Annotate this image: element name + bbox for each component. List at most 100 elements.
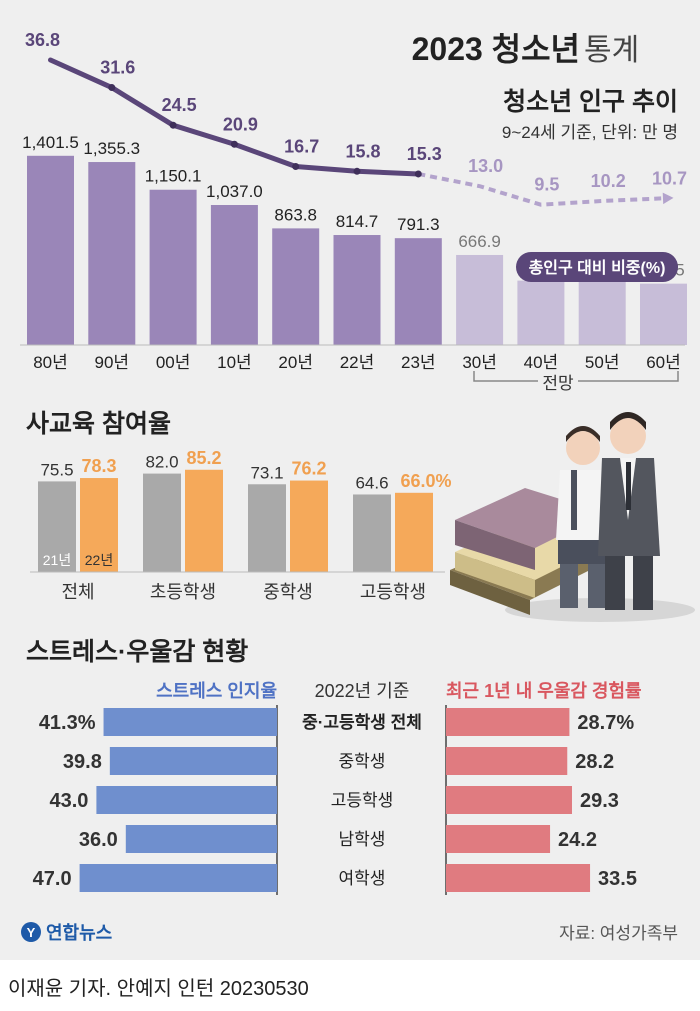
ratio-point xyxy=(292,163,300,171)
population-x-tick: 22년 xyxy=(340,353,375,372)
population-x-tick: 30년 xyxy=(462,353,497,372)
edu-value-21: 73.1 xyxy=(250,463,283,482)
yonhap-logo-icon xyxy=(21,922,41,942)
source-text: 자료: 여성가족부 xyxy=(559,924,678,943)
population-value-label: 1,037.0 xyxy=(206,182,263,201)
stress-category-label: 남학생 xyxy=(339,830,386,849)
ratio-point xyxy=(414,170,422,178)
edu-x-tick: 전체 xyxy=(61,582,94,602)
edu-value-22: 76.2 xyxy=(291,459,326,479)
ratio-legend-label: 총인구 대비 비중(%) xyxy=(529,259,666,277)
population-value-label: 1,150.1 xyxy=(145,167,202,186)
ratio-legend-pill xyxy=(516,252,678,282)
population-x-tick: 90년 xyxy=(95,353,130,372)
edu-bar-21 xyxy=(353,494,391,572)
students-books-illustration xyxy=(450,412,695,622)
population-value-label: 1,355.3 xyxy=(83,139,140,158)
edu-series-label-21: 21년 xyxy=(43,552,71,568)
population-value-label: 1,401.5 xyxy=(22,133,79,152)
stress-value-label: 41.3% xyxy=(39,712,96,734)
yonhap-logo-text: 연합뉴스 xyxy=(46,922,112,943)
depression-value-label: 33.5 xyxy=(598,868,637,890)
edu-value-21: 75.5 xyxy=(40,460,73,479)
population-x-tick: 80년 xyxy=(33,353,68,372)
title-sub: 통계 xyxy=(584,34,639,67)
stress-value-label: 36.0 xyxy=(79,829,118,851)
ratio-value-label: 36.8 xyxy=(25,30,60,50)
svg-text:Y: Y xyxy=(27,925,36,940)
population-bar xyxy=(272,228,320,345)
ratio-value-label: 16.7 xyxy=(284,137,319,157)
population-bar xyxy=(149,189,197,345)
stress-category-label: 중·고등학생 전체 xyxy=(302,713,422,732)
edu-value-21: 82.0 xyxy=(145,453,178,472)
edu-value-22: 78.3 xyxy=(81,456,116,476)
stress-bar xyxy=(103,708,277,736)
ratio-legend: 총인구 대비 비중(%) xyxy=(516,252,678,282)
stress-value-label: 47.0 xyxy=(33,868,72,890)
population-value-label: 863.8 xyxy=(274,205,317,224)
ratio-value-label: 20.9 xyxy=(223,114,258,134)
population-value-label: 666.9 xyxy=(458,232,501,251)
population-bar xyxy=(517,280,565,345)
depression-value-label: 28.2 xyxy=(575,751,614,773)
ratio-value-label: 13.0 xyxy=(468,156,503,176)
stress-category-label: 여학생 xyxy=(339,869,386,888)
population-note: 9~24세 기준, 단위: 만 명 xyxy=(502,123,678,142)
population-bar xyxy=(640,283,687,345)
stress-bar xyxy=(96,786,278,814)
stress-bar xyxy=(109,747,277,775)
edu-x-tick: 초등학생 xyxy=(150,582,216,602)
stress-category-label: 고등학생 xyxy=(331,791,394,810)
population-x-tick: 10년 xyxy=(217,353,252,372)
population-value-label: 814.7 xyxy=(336,212,379,231)
edu-x-tick: 중학생 xyxy=(263,582,313,602)
stress-bar xyxy=(79,864,277,892)
ratio-value-label: 10.2 xyxy=(591,171,626,191)
ratio-line-forecast xyxy=(417,171,664,207)
stress-category-label: 중학생 xyxy=(339,752,386,771)
population-x-tick: 40년 xyxy=(524,353,559,372)
ratio-point xyxy=(108,84,116,92)
depression-bar xyxy=(446,825,551,853)
yonhap-logo: Y 연합뉴스 xyxy=(21,922,112,943)
ratio-value-label: 9.5 xyxy=(534,175,559,195)
depression-value-label: 28.7% xyxy=(577,712,634,734)
title-main: 2023 청소년 xyxy=(412,31,580,67)
infographic-canvas: 2023 청소년 통계 청소년 인구 추이 9~24세 기준, 단위: 만 명 … xyxy=(0,0,700,960)
stress-left-header: 스트레스 인지율 xyxy=(156,681,277,701)
population-x-tick: 23년 xyxy=(401,353,436,372)
depression-bar xyxy=(446,747,568,775)
population-bar xyxy=(88,162,136,345)
population-x-tick: 60년 xyxy=(646,353,681,372)
edu-x-tick: 고등학생 xyxy=(360,582,426,602)
stress-chart: 41.3% 28.7% 중·고등학생 전체 39.8 28.2 중학생 43.0 29.3 고등… xyxy=(33,705,637,895)
ratio-value-label: 24.5 xyxy=(162,95,197,115)
edu-bar-21 xyxy=(38,481,76,572)
population-bar xyxy=(210,205,258,345)
ratio-point xyxy=(230,140,238,148)
edu-value-21: 64.6 xyxy=(355,473,388,492)
ratio-point xyxy=(353,167,361,175)
edu-bar-22 xyxy=(80,478,118,572)
private-edu-chart: 75.5 78.3 전체 82.0 85.2 초등학생 73.1 76.2 중학생 64.6 66.… xyxy=(30,448,452,602)
ratio-value-label: 15.3 xyxy=(407,144,442,164)
edu-bar-22 xyxy=(395,492,433,572)
population-bar xyxy=(578,279,626,345)
ratio-value-label: 31.6 xyxy=(100,58,135,78)
population-bar xyxy=(333,235,381,345)
edu-value-22: 66.0% xyxy=(400,471,451,491)
population-bar xyxy=(456,254,504,345)
population-bar xyxy=(394,238,442,345)
population-x-tick: 50년 xyxy=(585,353,620,372)
edu-bar-21 xyxy=(143,473,181,572)
population-value-label: 791.3 xyxy=(397,215,440,234)
ratio-value-label: 10.7 xyxy=(652,168,687,188)
ratio-line-arrowhead xyxy=(662,192,674,205)
edu-bar-21 xyxy=(248,484,286,572)
stress-right-header: 최근 1년 내 우울감 경험률 xyxy=(446,680,642,701)
population-bar xyxy=(27,155,74,345)
population-x-tick: 00년 xyxy=(156,353,191,372)
footer: 이재윤 기자. 안예지 인턴 20230530 xyxy=(0,960,700,1011)
population-x-tick: 20년 xyxy=(278,353,313,372)
